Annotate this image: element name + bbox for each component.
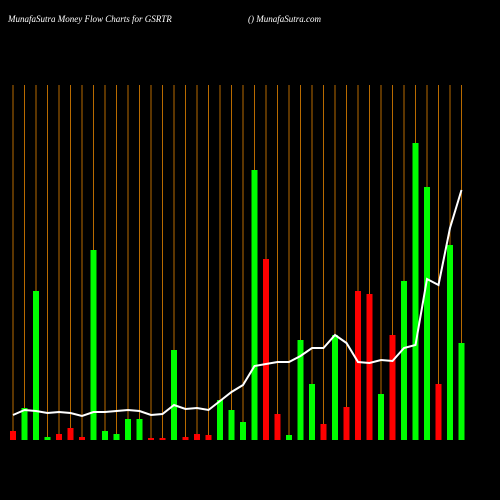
bar — [228, 410, 235, 440]
bar — [274, 414, 281, 440]
bar — [412, 143, 419, 440]
chart-title: MunafaSutra Money Flow Charts for GSRTR — [7, 14, 172, 24]
money-flow-line — [12, 189, 463, 418]
bar — [286, 435, 292, 440]
chart-subtitle: () MunafaSutra.com — [248, 14, 321, 24]
bar — [251, 170, 258, 440]
bar — [263, 259, 269, 440]
bar — [194, 434, 200, 440]
bar — [90, 250, 97, 440]
bar — [447, 245, 453, 440]
bar — [435, 384, 442, 440]
bar — [240, 422, 246, 440]
bar — [171, 350, 177, 440]
bar — [297, 340, 304, 440]
bar — [355, 291, 361, 440]
bar — [320, 424, 327, 440]
bar — [182, 437, 189, 440]
bar — [79, 437, 85, 440]
bar — [332, 335, 338, 440]
bar — [389, 335, 396, 440]
bar — [378, 394, 384, 440]
bar — [148, 438, 154, 440]
bar — [401, 281, 407, 440]
bar — [125, 419, 131, 440]
bar — [10, 431, 16, 440]
bar — [217, 400, 223, 440]
bar — [113, 434, 120, 440]
bar — [458, 343, 465, 440]
bar — [33, 291, 39, 440]
bar — [56, 434, 62, 440]
bar — [309, 384, 315, 440]
bar — [136, 419, 143, 440]
bar — [21, 408, 28, 440]
bar — [366, 294, 373, 440]
bar — [424, 187, 430, 440]
bar — [102, 431, 108, 440]
bar — [67, 428, 74, 440]
bar — [205, 435, 212, 440]
bar — [343, 407, 350, 440]
bar — [44, 437, 51, 440]
bar — [159, 438, 166, 440]
